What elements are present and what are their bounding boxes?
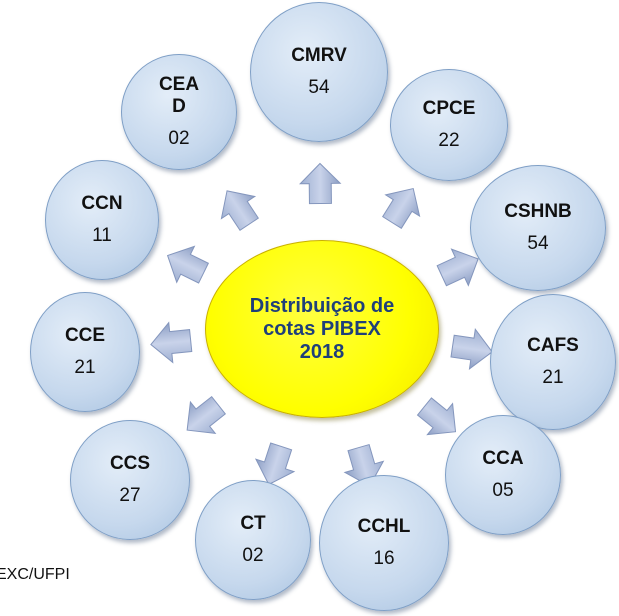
node: CCS 27 xyxy=(70,420,190,540)
arrow xyxy=(416,397,457,436)
node-value: 21 xyxy=(74,357,96,378)
node-value: 16 xyxy=(373,548,395,569)
node: CT 02 xyxy=(195,480,311,600)
node-value: 27 xyxy=(119,485,141,506)
node: CCA 05 xyxy=(445,415,561,535)
node: CCN 11 xyxy=(45,160,159,280)
node-label: CAFS xyxy=(527,335,579,356)
node: CCE 21 xyxy=(30,292,140,412)
source-note: EXC/UFPI xyxy=(0,566,70,583)
node-label: CSHNB xyxy=(504,201,572,222)
node-value: 21 xyxy=(542,367,564,388)
node-label: CCS xyxy=(109,453,151,474)
node-label: CCE xyxy=(64,325,106,346)
node-value: 11 xyxy=(92,225,112,246)
arrow xyxy=(381,187,421,229)
node-value: 05 xyxy=(492,480,514,501)
center-title: Distribuição de cotas PIBEX 2018 xyxy=(249,294,395,363)
node-label: CMRV xyxy=(291,45,347,66)
arrow xyxy=(299,162,342,205)
node-label: CCHL xyxy=(357,516,411,537)
node-value: 54 xyxy=(308,77,330,98)
node-label: CCA xyxy=(482,448,524,469)
node-label: CCN xyxy=(81,193,123,214)
node: CMRV 54 xyxy=(250,2,388,142)
arrow xyxy=(450,327,493,370)
node: CAFS 21 xyxy=(490,294,616,430)
node-value: 22 xyxy=(438,130,460,151)
center-ellipse: Distribuição de cotas PIBEX 2018 xyxy=(205,240,439,418)
arrow xyxy=(436,248,479,287)
arrow xyxy=(166,245,210,284)
node: CEAD 02 xyxy=(121,54,237,170)
node: CCHL 16 xyxy=(319,475,449,611)
node-label: CT xyxy=(240,513,266,534)
arrow xyxy=(254,442,296,486)
arrow xyxy=(150,321,193,364)
node-value: 54 xyxy=(527,233,549,254)
node: CPCE 22 xyxy=(390,69,508,181)
node: CSHNB 54 xyxy=(470,165,606,291)
node-label: CPCE xyxy=(422,98,476,119)
arrow xyxy=(220,190,259,231)
node-value: 02 xyxy=(242,545,264,566)
arrow xyxy=(186,395,227,435)
node-value: 02 xyxy=(168,128,190,149)
node-label: CEAD xyxy=(158,74,200,117)
